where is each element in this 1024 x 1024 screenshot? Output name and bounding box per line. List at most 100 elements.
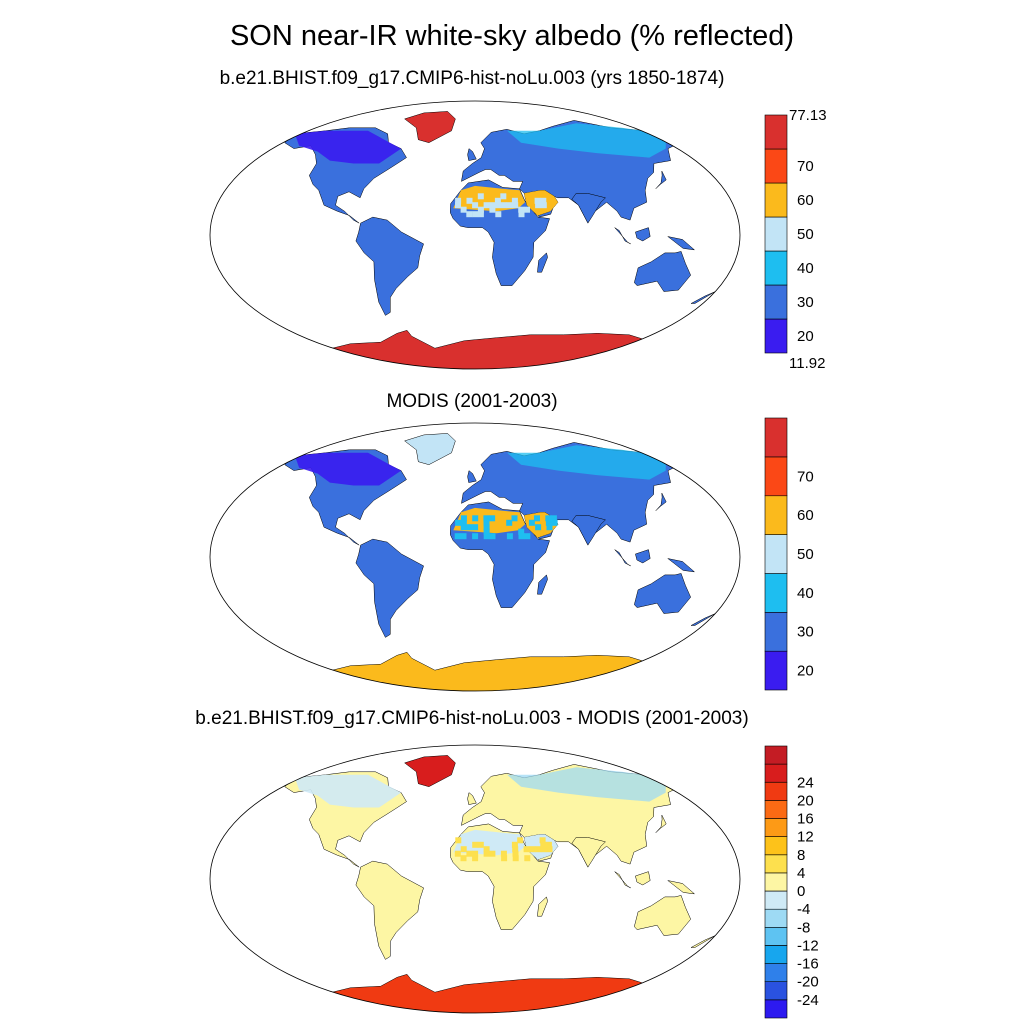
land-indonesia2: [635, 227, 651, 242]
land-uk: [467, 470, 477, 483]
land-nzealand: [690, 935, 716, 948]
land-indonesia2: [635, 549, 651, 564]
panel-2-title: MODIS (2001-2003): [386, 391, 558, 412]
land-indonesia1: [614, 549, 631, 567]
land-japan: [655, 814, 667, 833]
colorbar-swatch: [764, 650, 788, 691]
land-indonesia2: [635, 871, 651, 886]
land-newguinea: [667, 880, 696, 895]
colorbar-swatch: [764, 890, 788, 910]
boreal-eurasia: [507, 767, 666, 802]
colorbar-tick-label: 50: [797, 546, 814, 563]
colorbar-model: 20 30 40 50 60 70 77.13 11.92: [764, 107, 827, 372]
colorbar-swatch: [764, 612, 788, 652]
colorbar-swatch: [764, 250, 788, 286]
colorbar-modis: 20 30 40 50 60 70: [764, 417, 814, 691]
colorbar-swatch: [764, 417, 788, 458]
colorbar-tick-label: 20: [797, 792, 814, 809]
land-australia: [634, 895, 691, 936]
greenland: [404, 111, 456, 143]
colorbar-swatch: [764, 963, 788, 983]
colorbar-tick-label: 70: [797, 468, 814, 485]
boreal-north-america: [294, 774, 402, 808]
land-samerica: [355, 538, 424, 638]
colorbar-tick-label: -16: [797, 956, 819, 973]
colorbar-swatch: [764, 114, 788, 150]
boreal-north-america: [294, 130, 402, 164]
land-japan: [655, 170, 667, 189]
colorbar-swatch: [764, 981, 788, 1001]
colorbar-tick-label: 60: [797, 192, 814, 209]
land-madagascar: [537, 896, 548, 917]
colorbar-tick-label: 40: [797, 260, 814, 277]
colorbar-swatch: [764, 148, 788, 184]
colorbar-swatch: [764, 999, 788, 1019]
land-australia: [634, 251, 691, 292]
land-australia: [634, 573, 691, 614]
panel-1-title: b.e21.BHIST.f09_g17.CMIP6-hist-noLu.003 …: [219, 68, 725, 89]
colorbar-tick-label: 40: [797, 585, 814, 602]
colorbar-tick-label: 60: [797, 507, 814, 524]
colorbar-tick-label: 8: [797, 847, 805, 864]
colorbar-swatch: [764, 781, 788, 801]
colorbar-swatch: [764, 318, 788, 354]
boreal-eurasia: [507, 123, 666, 158]
land-japan: [655, 492, 667, 511]
colorbar-tick-label: 70: [797, 158, 814, 175]
land-uk: [467, 148, 477, 161]
boreal-eurasia: [507, 445, 666, 480]
colorbar-swatch: [764, 854, 788, 874]
colorbar-swatch: [764, 745, 788, 765]
colorbar-tick-label: 16: [797, 811, 814, 828]
colorbar-tick-label: 30: [797, 294, 814, 311]
sahara-region: [453, 829, 526, 856]
colorbar-tick-label: -12: [797, 938, 819, 955]
colorbar-tick-label: 20: [797, 663, 814, 680]
colorbar-tick-label: 30: [797, 624, 814, 641]
land-indonesia1: [614, 871, 631, 889]
map-panel-model: [209, 100, 741, 370]
land-newguinea: [667, 558, 696, 573]
colorbar-swatch: [764, 818, 788, 837]
colorbar-tick-label: -20: [797, 974, 819, 991]
colorbar-tick-label: -24: [797, 992, 819, 1009]
colorbar-max-label: 77.13: [789, 107, 827, 124]
colorbar-tick-label: 4: [797, 865, 805, 882]
land-madagascar: [537, 252, 548, 273]
land-uk: [467, 792, 477, 805]
colorbar-swatch: [764, 908, 788, 928]
land-samerica: [355, 860, 424, 960]
colorbar-tick-label: 12: [797, 829, 814, 846]
map-panel-difference: [209, 744, 741, 1014]
greenland: [404, 433, 456, 465]
colorbar-swatch: [764, 927, 788, 946]
colorbar-swatch: [764, 495, 788, 535]
colorbar-swatch: [764, 836, 788, 856]
colorbar-tick-label: 0: [797, 883, 805, 900]
colorbar-min-label: 11.92: [789, 355, 825, 372]
colorbar-swatch: [764, 800, 788, 819]
land-nzealand: [690, 613, 716, 626]
land-newguinea: [667, 236, 696, 251]
land-indonesia1: [614, 227, 631, 245]
colorbar-tick-label: -4: [797, 901, 810, 918]
colorbar-tick-label: 24: [797, 774, 814, 791]
colorbar-swatch: [764, 456, 788, 497]
colorbar-tick-label: 50: [797, 226, 814, 243]
map-panel-modis: [209, 422, 741, 692]
land-madagascar: [537, 574, 548, 595]
land-india: [571, 193, 607, 224]
colorbar-tick-label: 20: [797, 328, 814, 345]
land-samerica: [355, 216, 424, 316]
colorbar-swatch: [764, 182, 788, 218]
colorbar-swatch: [764, 763, 788, 783]
panel-3-title: b.e21.BHIST.f09_g17.CMIP6-hist-noLu.003 …: [195, 708, 749, 729]
greenland: [404, 755, 456, 787]
figure-title: SON near-IR white-sky albedo (% reflecte…: [229, 20, 795, 52]
land-india: [571, 837, 607, 868]
colorbar-swatch: [764, 872, 788, 892]
colorbar-swatch: [764, 284, 788, 320]
colorbar-swatch: [764, 216, 788, 252]
boreal-north-america: [294, 452, 402, 486]
